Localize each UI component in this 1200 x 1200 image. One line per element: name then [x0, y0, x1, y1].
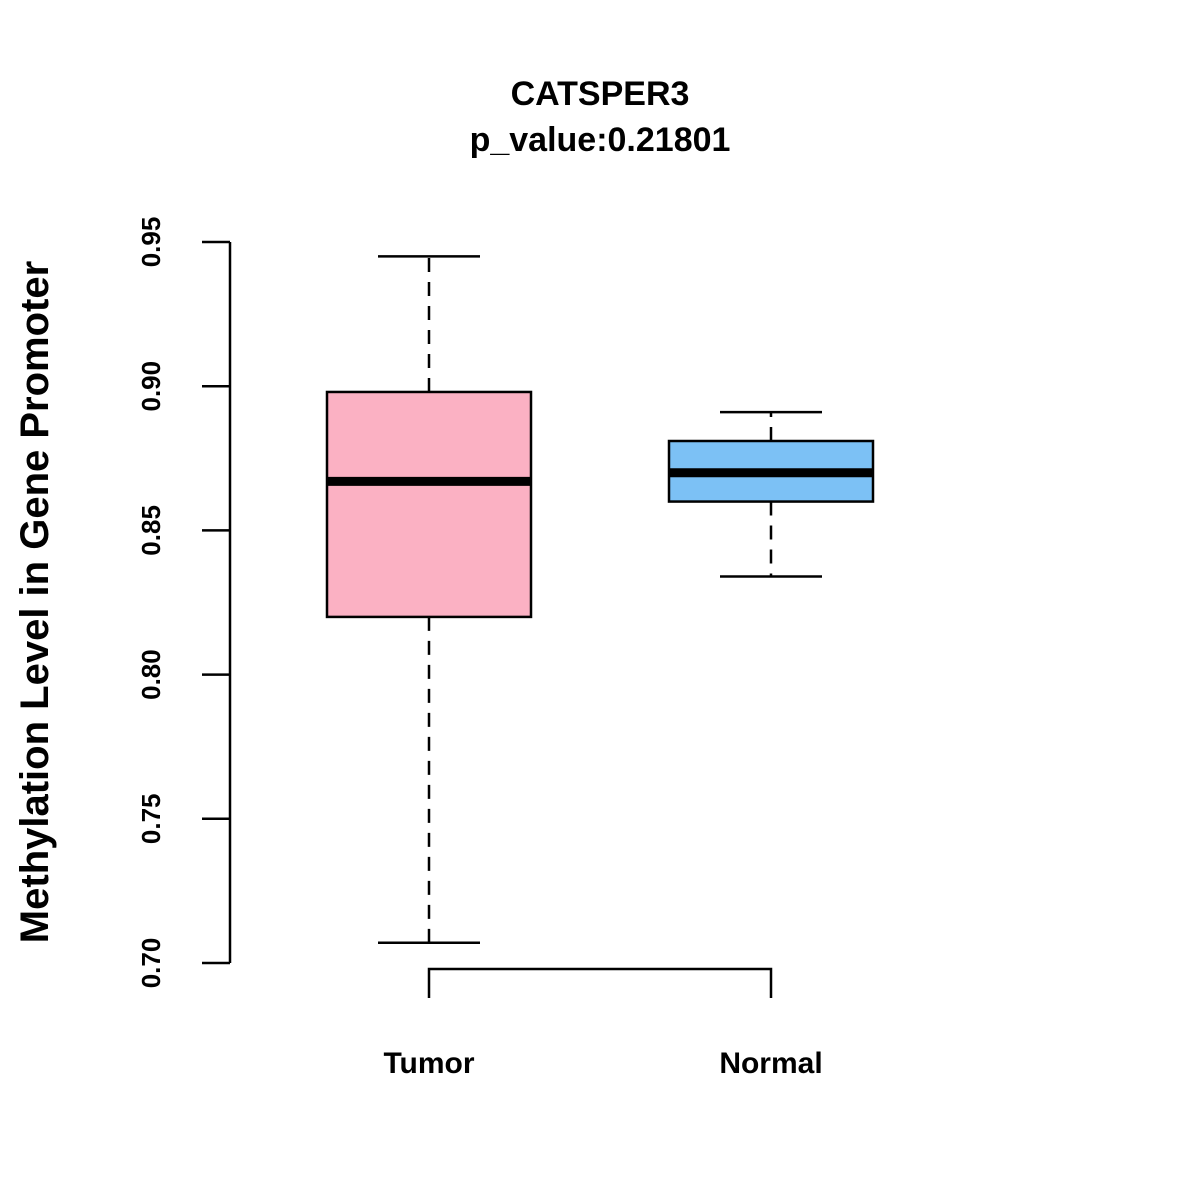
box-normal	[667, 410, 875, 578]
y-tick-label: 0.70	[136, 938, 166, 989]
x-category-label: Normal	[719, 1047, 822, 1080]
y-axis-label: Methylation Level in Gene Promoter	[13, 261, 57, 943]
box-body	[325, 390, 533, 619]
y-tick-label: 0.95	[136, 217, 166, 268]
y-axis: 0.70 0.75 0.80 0.85 0.90 0.95	[136, 217, 232, 989]
box-group	[325, 255, 875, 945]
box-tumor	[325, 255, 533, 945]
y-tick-label: 0.80	[136, 649, 166, 700]
y-tick-label: 0.75	[136, 793, 166, 844]
y-tick-label: 0.90	[136, 361, 166, 412]
bracket-line	[427, 967, 773, 998]
comparison-bracket	[427, 967, 773, 998]
chart-title: CATSPER3	[511, 75, 690, 113]
chart-subtitle: p_value:0.21801	[470, 121, 731, 159]
y-tick-label: 0.85	[136, 505, 166, 556]
x-category-label: Tumor	[383, 1047, 474, 1080]
x-axis-labels: Tumor Normal	[383, 1047, 822, 1080]
